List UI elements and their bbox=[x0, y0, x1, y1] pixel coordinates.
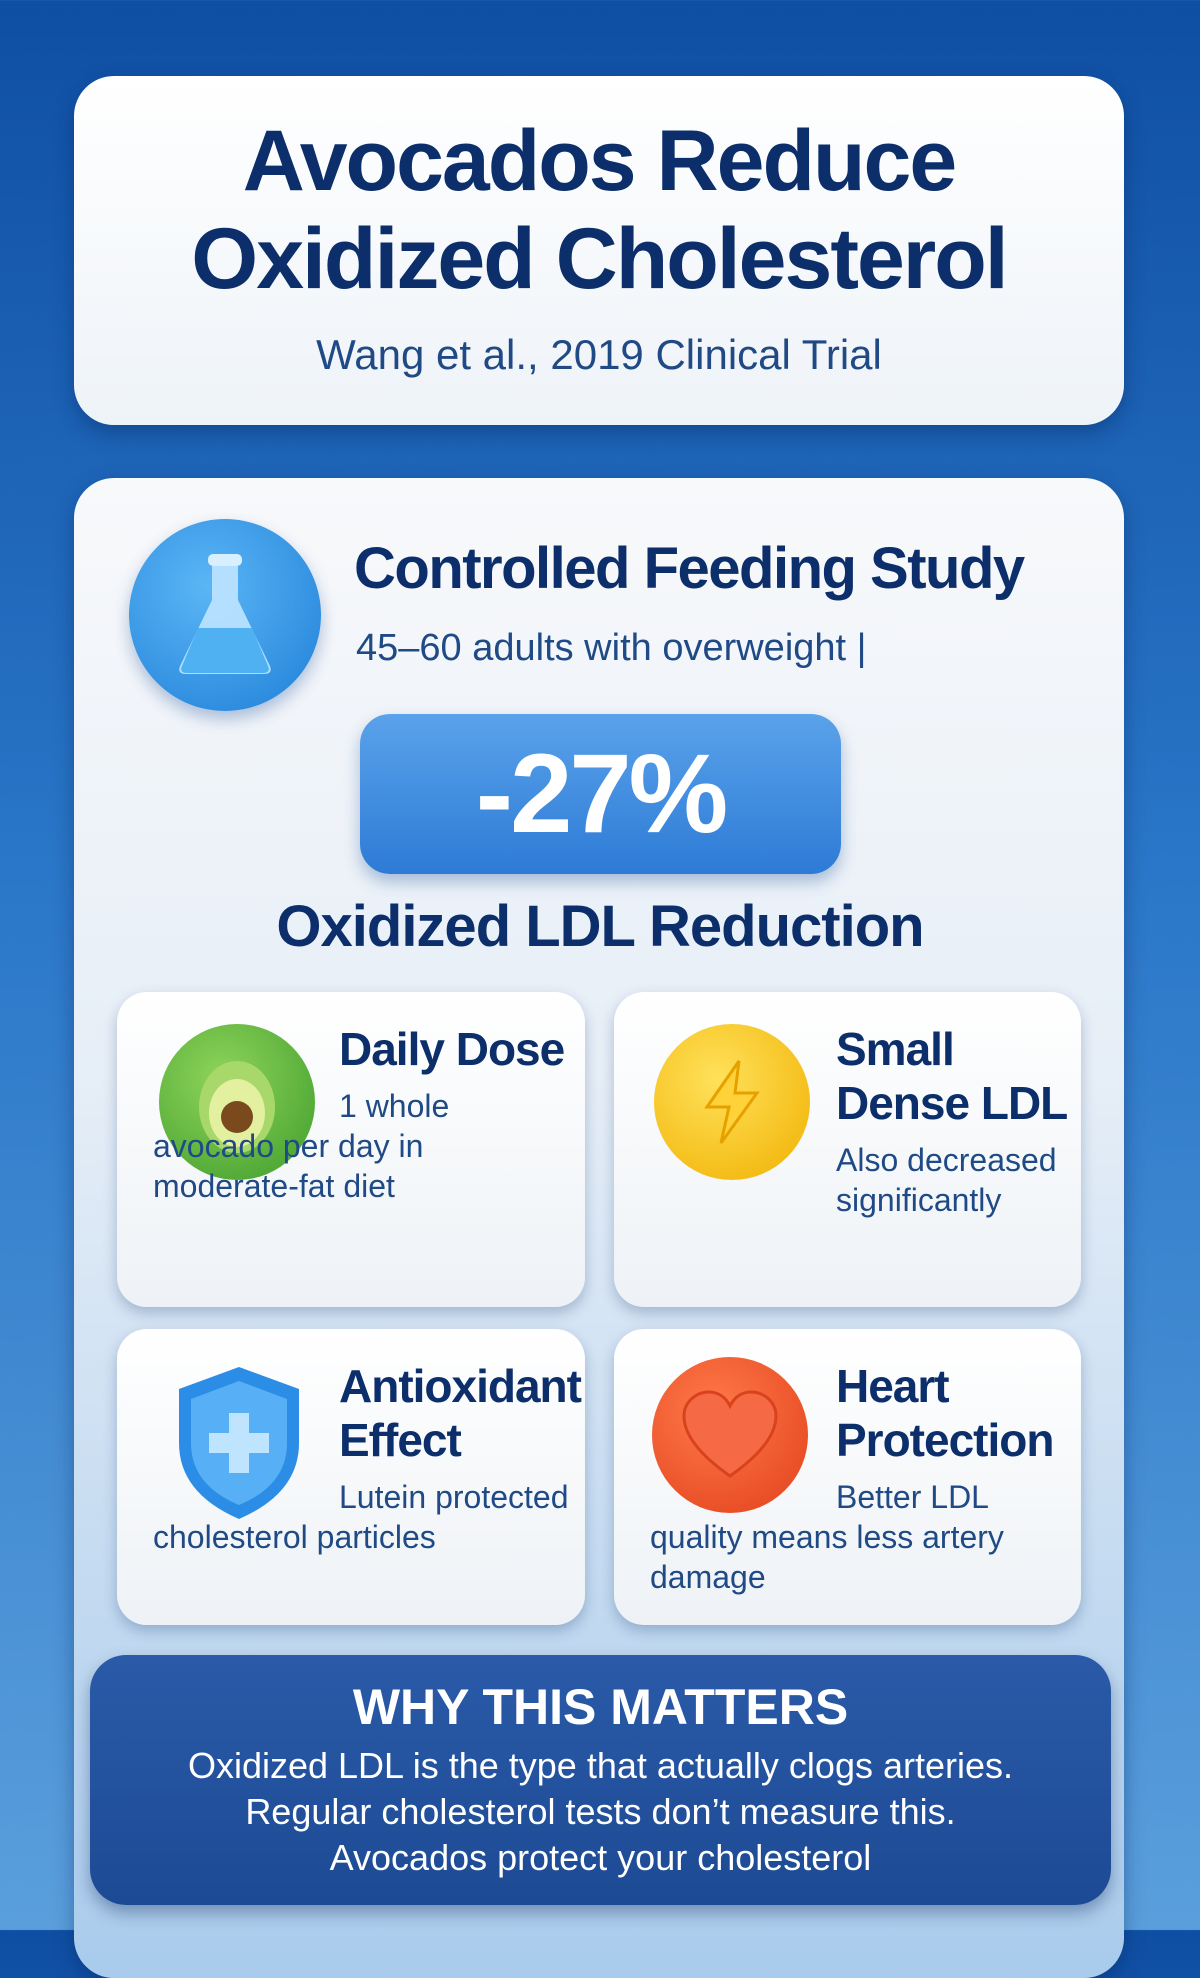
feature-text-block: Daily Dose 1 whole avocado per day in mo… bbox=[153, 1022, 573, 1206]
feature-title: Heart Protection bbox=[836, 1360, 1054, 1466]
study-subtitle: 45–60 adults with overweight | bbox=[356, 627, 867, 669]
heart-icon bbox=[652, 1357, 808, 1513]
why-body: Oxidized LDL is the type that actually c… bbox=[187, 1745, 1014, 1878]
shield-plus-icon bbox=[169, 1363, 309, 1528]
why-this-matters-box: WHY THIS MATTERS Oxidized LDL is the typ… bbox=[90, 1655, 1111, 1905]
stat-label: Oxidized LDL Reduction bbox=[276, 894, 924, 959]
feature-card-heart: Heart Protection Better LDL quality mean… bbox=[614, 1329, 1081, 1625]
title-card: Avocados Reduce Oxidized Cholesterol Wan… bbox=[74, 76, 1124, 425]
feature-text: Better LDL quality means less artery dam… bbox=[650, 1479, 1004, 1595]
feature-card-daily-dose: Daily Dose 1 whole avocado per day in mo… bbox=[117, 992, 585, 1307]
avocado-icon bbox=[159, 1024, 315, 1180]
feature-title: Small Dense LDL bbox=[836, 1023, 1068, 1129]
feature-text: 1 whole avocado per day in moderate-fat … bbox=[153, 1088, 450, 1204]
why-title: WHY THIS MATTERS bbox=[352, 1679, 849, 1735]
lightning-icon bbox=[654, 1024, 810, 1180]
page-subtitle: Wang et al., 2019 Clinical Trial bbox=[316, 331, 882, 378]
flask-icon bbox=[129, 519, 321, 711]
feature-text-block: Antioxidant Effect Lutein protected chol… bbox=[153, 1359, 582, 1557]
feature-text: Also decreased significantly bbox=[836, 1142, 1057, 1218]
feature-card-small-dense-ldl: Small Dense LDL Also decreased significa… bbox=[614, 992, 1081, 1307]
feature-title: Antioxidant Effect bbox=[339, 1360, 582, 1466]
stat-badge: -27% bbox=[360, 714, 841, 874]
feature-title: Daily Dose bbox=[339, 1023, 565, 1075]
feature-text-block: Heart Protection Better LDL quality mean… bbox=[650, 1359, 1069, 1597]
page-title: Avocados Reduce Oxidized Cholesterol bbox=[191, 113, 1008, 307]
study-title: Controlled Feeding Study bbox=[354, 536, 1025, 601]
feature-text-block: Small Dense LDL Also decreased significa… bbox=[650, 1022, 1069, 1220]
feature-card-antioxidant: Antioxidant Effect Lutein protected chol… bbox=[117, 1329, 585, 1625]
feature-text: Lutein protected cholesterol particles bbox=[153, 1479, 569, 1555]
